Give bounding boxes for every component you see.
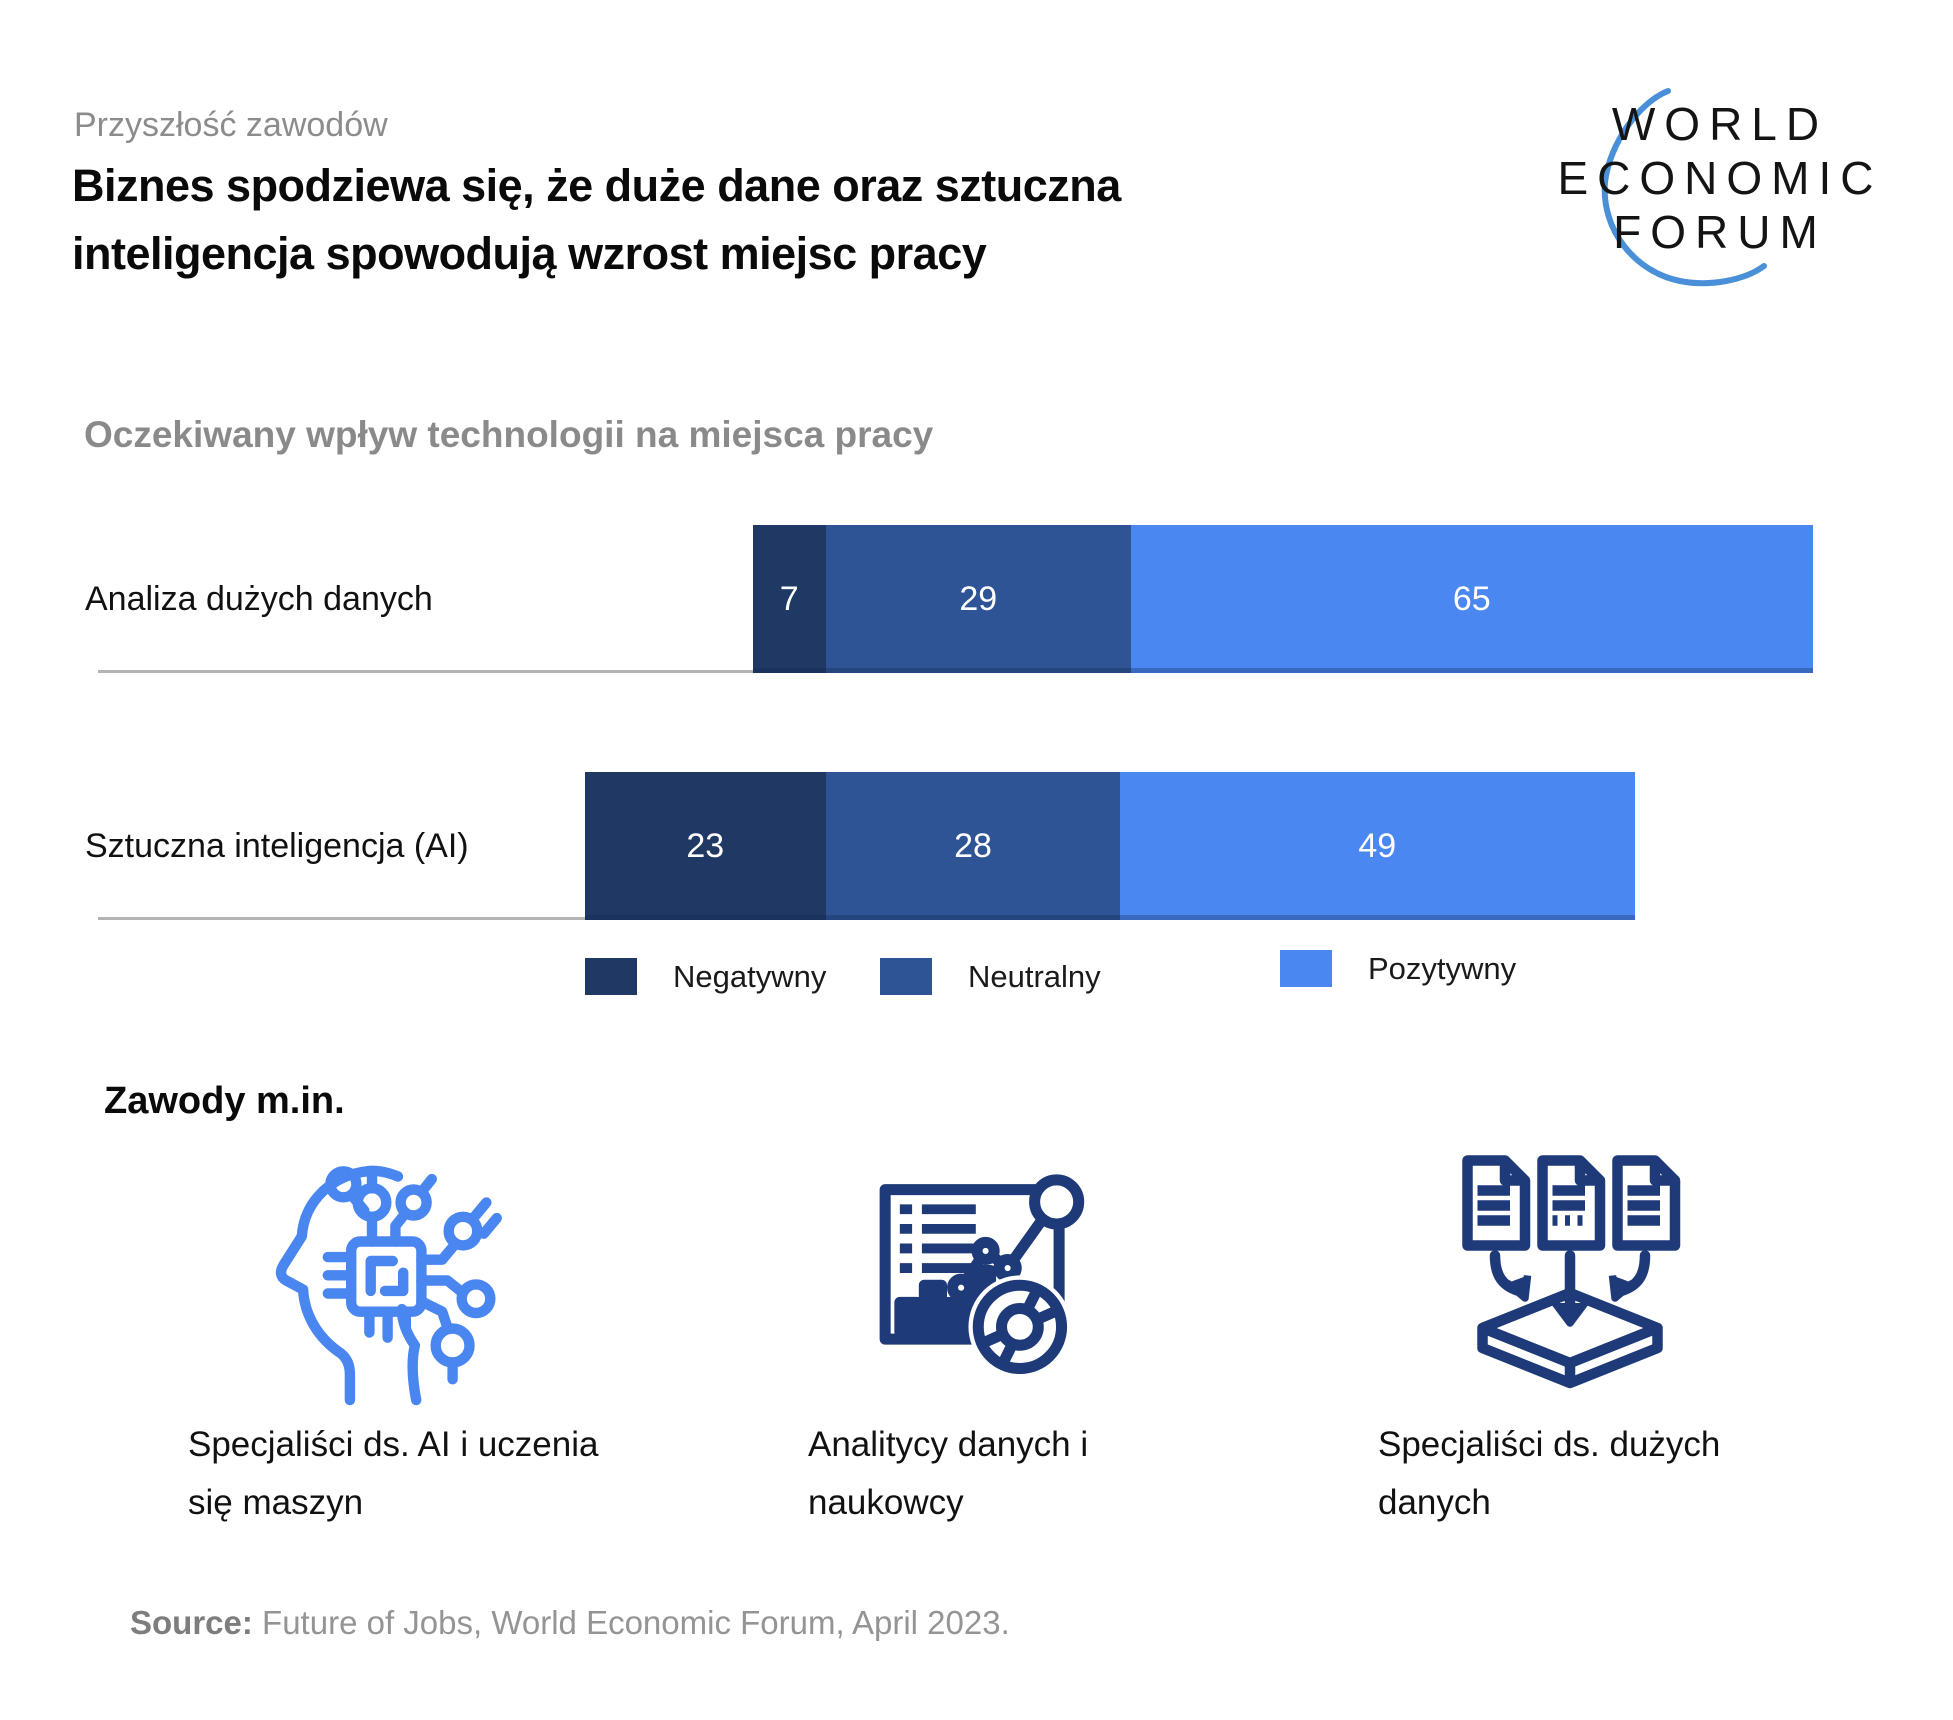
big-data-documents-icon bbox=[1340, 1148, 1800, 1416]
legend-item-negative: Negatywny bbox=[585, 958, 826, 995]
legend-swatch-neutral bbox=[880, 958, 932, 995]
occupation-card-bigdata: Specjaliści ds. dużych danych bbox=[1340, 1148, 1800, 1532]
legend-swatch-positive bbox=[1280, 950, 1332, 987]
bar-segment-neutralny: 29 bbox=[826, 525, 1131, 673]
stacked-bar: 23 28 49 bbox=[584, 772, 1635, 920]
data-analytics-dashboard-icon bbox=[770, 1148, 1210, 1416]
wef-logo-line3: FORUM bbox=[1613, 206, 1827, 258]
bar-bottom-shade bbox=[752, 668, 826, 673]
occupations-heading: Zawody m.in. bbox=[104, 1080, 345, 1122]
source-note: Source: Future of Jobs, World Economic F… bbox=[130, 1604, 1010, 1642]
bar-value-label: 28 bbox=[954, 826, 992, 865]
legend-item-neutral: Neutralny bbox=[880, 958, 1101, 995]
wef-logo-arc-icon bbox=[1601, 88, 1767, 287]
source-text: Future of Jobs, World Economic Forum, Ap… bbox=[252, 1604, 1010, 1641]
bar-bottom-shade bbox=[1130, 668, 1813, 673]
bar-value-label: 23 bbox=[686, 826, 725, 865]
page-title: Biznes spodziewa się, że duże dane oraz … bbox=[72, 160, 1121, 279]
stacked-bar: 7 29 65 bbox=[752, 525, 1813, 673]
bar-baseline bbox=[98, 917, 585, 920]
bar-segment-pozytywny: 49 bbox=[1120, 772, 1635, 920]
bar-segment-negatywny: 23 bbox=[584, 772, 826, 920]
legend-label-negative: Negatywny bbox=[673, 958, 827, 994]
wef-logo-line2: ECONOMIC bbox=[1558, 152, 1883, 204]
bar-value-label: 29 bbox=[959, 579, 998, 618]
occupation-card-ai: Specjaliści ds. AI i uczenia się maszyn bbox=[150, 1148, 620, 1532]
bar-row-label: Analiza dużych danych bbox=[85, 579, 433, 618]
bar-bottom-shade bbox=[1120, 915, 1635, 920]
source-label: Source: bbox=[130, 1604, 253, 1641]
bar-segment-pozytywny: 65 bbox=[1130, 525, 1813, 673]
legend-swatch-negative bbox=[585, 958, 637, 995]
bar-value-label: 65 bbox=[1452, 579, 1491, 618]
bar-baseline bbox=[98, 670, 753, 673]
legend-label-neutral: Neutralny bbox=[968, 958, 1101, 994]
bar-segment-neutralny: 28 bbox=[826, 772, 1120, 920]
kicker: Przyszłość zawodów bbox=[74, 106, 388, 144]
wef-logo: WORLD ECONOMIC FORUM bbox=[1505, 82, 1905, 317]
chart-title: Oczekiwany wpływ technologii na miejsca … bbox=[84, 414, 934, 455]
bar-value-label: 49 bbox=[1358, 826, 1397, 865]
legend-label-positive: Pozytywny bbox=[1368, 950, 1517, 986]
wef-logo-graphic: WORLD ECONOMIC FORUM bbox=[1558, 88, 1883, 287]
legend-item-positive: Pozytywny bbox=[1280, 950, 1516, 987]
bar-bottom-shade bbox=[826, 668, 1131, 673]
occupation-label-bigdata: Specjaliści ds. dużych danych bbox=[1378, 1425, 1721, 1522]
bar-value-label: 7 bbox=[779, 579, 799, 618]
wef-logo-line1: WORLD bbox=[1612, 98, 1828, 150]
occupation-label-analysts: Analitycy danych i naukowcy bbox=[808, 1425, 1089, 1522]
bar-bottom-shade bbox=[584, 915, 826, 920]
occupation-card-analysts: Analitycy danych i naukowcy bbox=[770, 1148, 1210, 1532]
bar-segment-negatywny: 7 bbox=[752, 525, 826, 673]
bar-bottom-shade bbox=[826, 915, 1120, 920]
bar-row-label: Sztuczna inteligencja (AI) bbox=[85, 826, 469, 865]
ai-machine-learning-head-icon bbox=[150, 1148, 620, 1416]
occupation-label-ai: Specjaliści ds. AI i uczenia się maszyn bbox=[188, 1425, 599, 1522]
